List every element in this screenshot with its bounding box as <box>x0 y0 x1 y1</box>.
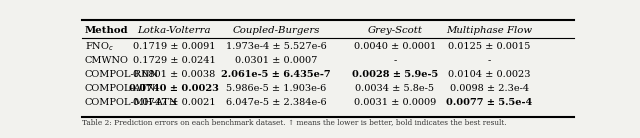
Text: COMPOL-MH-ATN: COMPOL-MH-ATN <box>85 98 179 107</box>
Text: 1.973e-4 ± 5.527e-6: 1.973e-4 ± 5.527e-6 <box>225 42 326 51</box>
Text: 0.0040 ± 0.0001: 0.0040 ± 0.0001 <box>354 42 436 51</box>
Text: FNO$_c$: FNO$_c$ <box>85 40 114 53</box>
Text: Coupled-Burgers: Coupled-Burgers <box>232 26 319 35</box>
Text: CMWNO: CMWNO <box>85 56 129 65</box>
Text: Grey-Scott: Grey-Scott <box>367 26 422 35</box>
Text: 0.0028 ± 5.9e-5: 0.0028 ± 5.9e-5 <box>352 70 438 79</box>
Text: 0.0125 ± 0.0015: 0.0125 ± 0.0015 <box>448 42 531 51</box>
Text: 0.1729 ± 0.0241: 0.1729 ± 0.0241 <box>133 56 216 65</box>
Text: 0.0740 ± 0.0023: 0.0740 ± 0.0023 <box>129 84 219 93</box>
Text: 0.1719 ± 0.0091: 0.1719 ± 0.0091 <box>133 42 216 51</box>
Text: 0.0031 ± 0.0009: 0.0031 ± 0.0009 <box>354 98 436 107</box>
Text: Method: Method <box>85 26 129 35</box>
Text: 2.061e-5 ± 6.435e-7: 2.061e-5 ± 6.435e-7 <box>221 70 331 79</box>
Text: Table 2: Prediction errors on each benchmark dataset. ↑ means the lower is bette: Table 2: Prediction errors on each bench… <box>83 119 507 127</box>
Text: 6.047e-5 ± 2.384e-6: 6.047e-5 ± 2.384e-6 <box>226 98 326 107</box>
Text: 0.0077 ± 5.5e-4: 0.0077 ± 5.5e-4 <box>446 98 532 107</box>
Text: -: - <box>488 56 491 65</box>
Text: Lotka-Volterra: Lotka-Volterra <box>138 26 211 35</box>
Text: -: - <box>394 56 397 65</box>
Text: 5.986e-5 ± 1.903e-6: 5.986e-5 ± 1.903e-6 <box>226 84 326 93</box>
Text: COMPOL-ATN: COMPOL-ATN <box>85 84 156 93</box>
Text: 0.0034 ± 5.8e-5: 0.0034 ± 5.8e-5 <box>355 84 435 93</box>
Text: 0.0747 ± 0.0021: 0.0747 ± 0.0021 <box>133 98 216 107</box>
Text: 0.0104 ± 0.0023: 0.0104 ± 0.0023 <box>448 70 531 79</box>
Text: 0.0801 ± 0.0038: 0.0801 ± 0.0038 <box>133 70 216 79</box>
Text: COMPOL-RNN: COMPOL-RNN <box>85 70 159 79</box>
Text: 0.0301 ± 0.0007: 0.0301 ± 0.0007 <box>235 56 317 65</box>
Text: Multiphase Flow: Multiphase Flow <box>446 26 532 35</box>
Text: 0.0098 ± 2.3e-4: 0.0098 ± 2.3e-4 <box>450 84 529 93</box>
